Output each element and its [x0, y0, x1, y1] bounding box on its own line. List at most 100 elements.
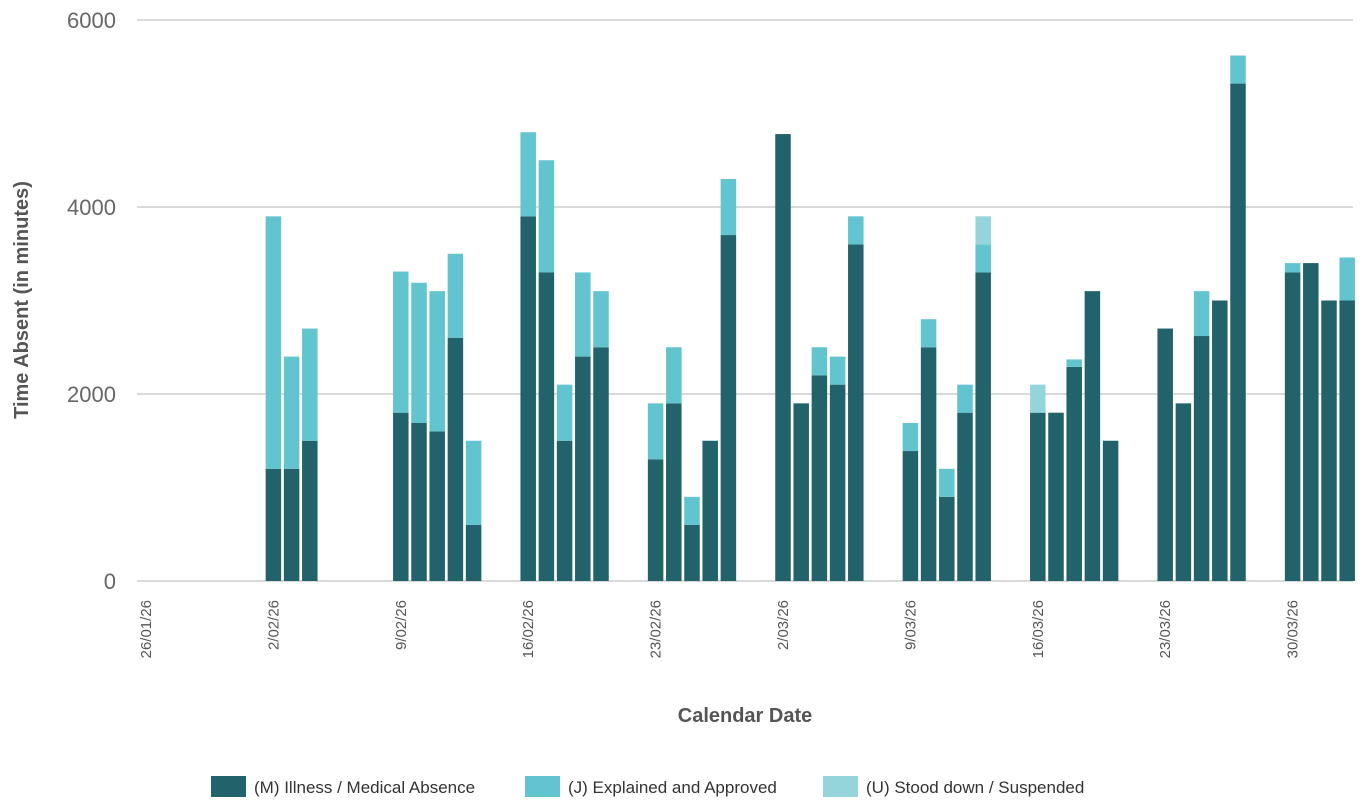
bar-30-03-26-series-0[interactable]: [1284, 272, 1301, 581]
bar-27-02-26-series-0[interactable]: [720, 235, 737, 582]
legend-item-illness[interactable]: (M) Illness / Medical Absence: [211, 776, 475, 797]
bar-11-03-26-series-0[interactable]: [939, 496, 955, 581]
legend-swatch-explained: [525, 776, 560, 797]
y-tick-label-4000: 4000: [67, 195, 116, 220]
legend-label-explained: (J) Explained and Approved: [568, 778, 777, 797]
bar-13-02-26-series-0[interactable]: [465, 524, 482, 581]
bar-17-03-26-series-0[interactable]: [1048, 412, 1064, 581]
bar-19-02-26-series-1[interactable]: [575, 272, 591, 357]
bar-4-02-26-series-0[interactable]: [302, 440, 318, 581]
bar-4-02-26-series-1[interactable]: [302, 328, 318, 441]
x-tick-label-23-02-26: 23/02/26: [648, 600, 665, 658]
bar-24-02-26-series-0[interactable]: [666, 403, 682, 581]
bar-30-03-26-series-1[interactable]: [1284, 263, 1301, 273]
legend-item-explained[interactable]: (J) Explained and Approved: [525, 776, 777, 797]
bar-13-03-26-series-2[interactable]: [975, 216, 991, 245]
bar-23-02-26-series-0[interactable]: [647, 459, 664, 581]
bar-9-03-26-series-1[interactable]: [902, 422, 919, 452]
legend-item-stood-down[interactable]: (U) Stood down / Suspended: [823, 776, 1084, 797]
bar-18-03-26-series-0[interactable]: [1066, 366, 1082, 581]
bar-18-02-26-series-1[interactable]: [556, 384, 573, 441]
bar-20-03-26-series-0[interactable]: [1102, 440, 1119, 581]
x-tick-label-26-01-26: 26/01/26: [138, 600, 155, 658]
bar-6-03-26-series-1[interactable]: [848, 216, 864, 245]
y-axis-ticks: 0 2000 4000 6000: [67, 8, 116, 594]
bar-26-02-26-series-0[interactable]: [702, 440, 718, 581]
bar-3-02-26-series-0[interactable]: [283, 468, 300, 581]
legend-label-stood-down: (U) Stood down / Suspended: [866, 778, 1084, 797]
y-tick-label-2000: 2000: [67, 382, 116, 407]
bar-24-03-26-series-0[interactable]: [1175, 403, 1192, 581]
bar-13-03-26-series-0[interactable]: [975, 272, 991, 581]
bar-1-04-26-series-0[interactable]: [1321, 300, 1337, 582]
bar-25-03-26-series-0[interactable]: [1193, 336, 1210, 581]
bar-4-03-26-series-0[interactable]: [811, 375, 828, 581]
bar-24-02-26-series-1[interactable]: [666, 347, 682, 404]
bar-25-02-26-series-1[interactable]: [684, 496, 700, 525]
x-axis-title: Calendar Date: [678, 705, 813, 727]
bar-2-04-26-series-0[interactable]: [1339, 300, 1355, 582]
bar-27-03-26-series-1[interactable]: [1230, 55, 1246, 84]
legend-label-illness: (M) Illness / Medical Absence: [254, 778, 475, 797]
legend-swatch-illness: [211, 776, 246, 797]
y-tick-label-6000: 6000: [67, 8, 116, 33]
x-tick-label-9-03-26: 9/03/26: [902, 600, 919, 650]
bar-16-03-26-series-2[interactable]: [1030, 384, 1046, 413]
bar-12-02-26-series-1[interactable]: [447, 253, 464, 338]
bar-2-02-26-series-0[interactable]: [265, 468, 282, 581]
bar-11-03-26-series-1[interactable]: [939, 468, 955, 497]
bar-19-03-26-series-0[interactable]: [1084, 291, 1101, 581]
bar-13-02-26-series-1[interactable]: [465, 440, 482, 525]
bar-25-02-26-series-0[interactable]: [684, 524, 700, 581]
bar-16-03-26-series-0[interactable]: [1030, 412, 1046, 581]
bar-17-02-26-series-0[interactable]: [538, 272, 555, 581]
bar-3-03-26-series-0[interactable]: [793, 403, 809, 581]
bar-12-02-26-series-0[interactable]: [447, 337, 464, 581]
bar-10-03-26-series-1[interactable]: [920, 319, 937, 348]
legend: (M) Illness / Medical Absence (J) Explai…: [211, 776, 1084, 797]
bar-23-02-26-series-1[interactable]: [647, 403, 664, 460]
bar-17-02-26-series-1[interactable]: [538, 160, 555, 273]
bar-12-03-26-series-1[interactable]: [957, 384, 973, 413]
x-tick-label-16-03-26: 16/03/26: [1030, 600, 1047, 658]
bar-16-02-26-series-1[interactable]: [520, 132, 536, 217]
bar-3-02-26-series-1[interactable]: [283, 356, 300, 469]
bar-27-02-26-series-1[interactable]: [720, 178, 737, 236]
bar-5-03-26-series-1[interactable]: [829, 356, 846, 385]
bars: [265, 55, 1355, 582]
bar-31-03-26-series-0[interactable]: [1303, 263, 1319, 581]
x-tick-label-30-03-26: 30/03/26: [1285, 600, 1302, 658]
bar-9-03-26-series-0[interactable]: [902, 451, 919, 581]
bar-9-02-26-series-1[interactable]: [393, 271, 409, 413]
bar-2-04-26-series-1[interactable]: [1339, 257, 1355, 301]
bar-13-03-26-series-1[interactable]: [975, 244, 991, 273]
bar-6-03-26-series-0[interactable]: [848, 244, 864, 581]
bar-2-02-26-series-1[interactable]: [265, 216, 282, 469]
bar-11-02-26-series-0[interactable]: [429, 431, 445, 581]
x-tick-label-9-02-26: 9/02/26: [393, 600, 410, 650]
bar-18-03-26-series-1[interactable]: [1066, 359, 1082, 367]
y-axis-title: Time Absent (in minutes): [11, 181, 33, 419]
x-tick-label-23-03-26: 23/03/26: [1157, 600, 1174, 658]
legend-swatch-stood-down: [823, 776, 858, 797]
y-tick-label-0: 0: [104, 569, 116, 594]
x-tick-label-16-02-26: 16/02/26: [520, 600, 537, 658]
bar-18-02-26-series-0[interactable]: [556, 440, 573, 581]
bar-2-03-26-series-0[interactable]: [775, 134, 791, 581]
bar-11-02-26-series-1[interactable]: [429, 291, 445, 432]
bar-19-02-26-series-0[interactable]: [575, 356, 591, 581]
bar-16-02-26-series-0[interactable]: [520, 216, 536, 581]
bar-5-03-26-series-0[interactable]: [829, 384, 846, 581]
bar-26-03-26-series-0[interactable]: [1212, 300, 1228, 582]
bar-12-03-26-series-0[interactable]: [957, 412, 973, 581]
bar-20-02-26-series-1[interactable]: [593, 291, 609, 348]
bar-4-03-26-series-1[interactable]: [811, 347, 828, 376]
bar-10-02-26-series-1[interactable]: [411, 282, 427, 423]
bar-25-03-26-series-1[interactable]: [1193, 291, 1210, 337]
bar-20-02-26-series-0[interactable]: [593, 347, 609, 581]
bar-23-03-26-series-0[interactable]: [1157, 328, 1173, 581]
bar-27-03-26-series-0[interactable]: [1230, 83, 1246, 581]
bar-10-03-26-series-0[interactable]: [920, 347, 937, 581]
bar-10-02-26-series-0[interactable]: [411, 422, 427, 581]
bar-9-02-26-series-0[interactable]: [393, 412, 409, 581]
